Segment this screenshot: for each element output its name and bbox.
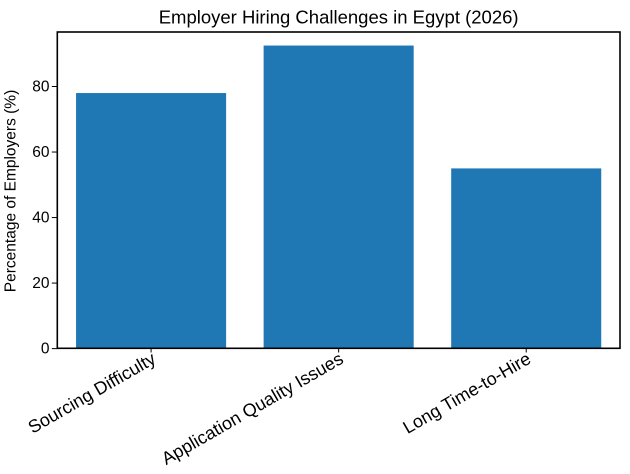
svg-text:40: 40 [32,210,50,227]
svg-text:80: 80 [32,79,50,96]
svg-text:20: 20 [32,275,50,292]
svg-text:Long Time-to-Hire: Long Time-to-Hire [399,348,534,437]
svg-text:Application Quality Issues: Application Quality Issues [158,348,346,468]
svg-text:Percentage of Employers (%): Percentage of Employers (%) [3,90,20,292]
svg-text:Sourcing Difficulty: Sourcing Difficulty [25,348,159,437]
svg-text:60: 60 [32,144,50,161]
svg-text:Employer Hiring Challenges in: Employer Hiring Challenges in Egypt (202… [159,7,519,28]
svg-text:0: 0 [41,341,50,358]
